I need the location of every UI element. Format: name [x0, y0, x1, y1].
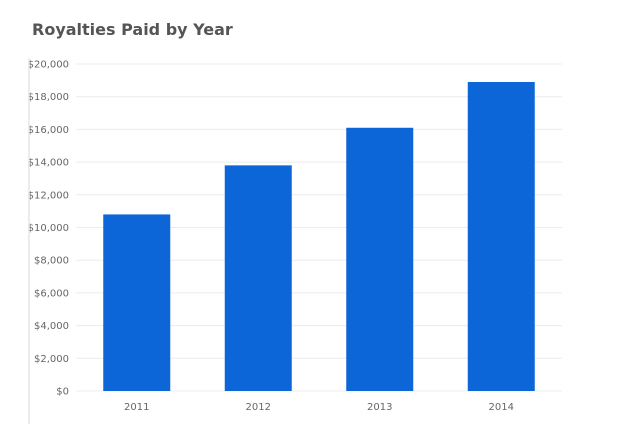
bar-2013: [346, 127, 414, 391]
y-tick-label: $8,000: [34, 256, 69, 267]
x-axis-ticks: 2011 2012 2013 2014: [124, 402, 514, 413]
x-tick-label-2012: 2012: [246, 402, 271, 413]
y-tick-label: $18,000: [28, 92, 69, 103]
y-tick-label: $10,000: [28, 223, 69, 234]
bar-2011: [103, 214, 171, 391]
y-tick-label: $2,000: [34, 354, 69, 365]
y-tick-label: $0: [56, 387, 69, 398]
x-tick-label-2011: 2011: [124, 402, 149, 413]
bar-2014: [467, 81, 535, 392]
y-axis-ticks: $0 $2,000 $4,000 $6,000 $8,000 $10,000 $12,000…: [28, 60, 69, 398]
y-tick-label: $16,000: [28, 125, 69, 136]
bar-2012: [224, 165, 292, 391]
y-tick-label: $4,000: [34, 321, 69, 332]
x-tick-label-2014: 2014: [489, 402, 514, 413]
y-tick-label: $20,000: [28, 60, 69, 71]
chart-title: Royalties Paid by Year: [32, 20, 233, 39]
y-tick-label: $14,000: [28, 158, 69, 169]
bars: [103, 81, 535, 392]
x-tick-label-2013: 2013: [367, 402, 392, 413]
y-tick-label: $6,000: [34, 288, 69, 299]
y-tick-label: $12,000: [28, 190, 69, 201]
